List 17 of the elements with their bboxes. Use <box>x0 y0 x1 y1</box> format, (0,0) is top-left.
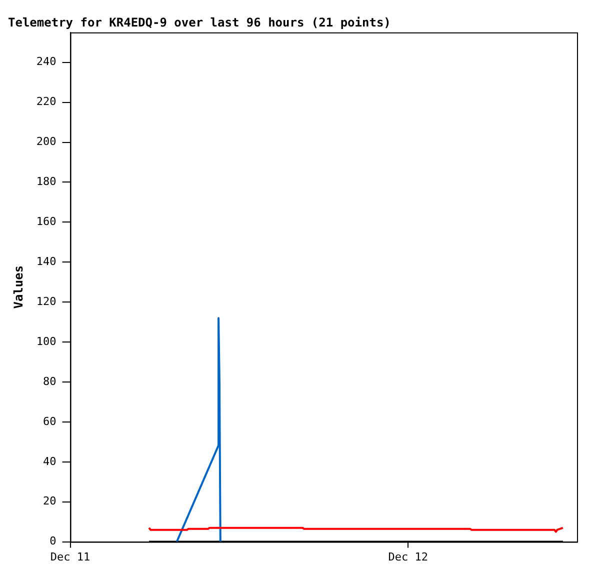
y-tick-label: 60 <box>43 414 56 428</box>
y-tick-label: 160 <box>36 215 56 228</box>
chart-title: Telemetry for KR4EDQ-9 over last 96 hours (21 points) <box>8 15 391 30</box>
y-tick-label: 200 <box>36 135 56 148</box>
y-axis-title: Values <box>11 265 26 309</box>
y-tick-label: 80 <box>43 374 56 388</box>
y-tick-label: 100 <box>36 334 56 348</box>
y-tick-label: 140 <box>36 254 56 268</box>
y-tick-label: 40 <box>43 454 56 468</box>
y-tick-label: 20 <box>43 494 56 508</box>
x-tick-label: Dec 11 <box>50 550 90 564</box>
x-tick-label: Dec 12 <box>388 550 428 564</box>
y-tick-label: 120 <box>36 294 56 308</box>
y-tick-label: 240 <box>36 55 56 68</box>
y-tick-label: 220 <box>36 95 56 108</box>
y-tick-label: 180 <box>36 175 56 188</box>
y-tick-label: 0 <box>50 534 56 548</box>
